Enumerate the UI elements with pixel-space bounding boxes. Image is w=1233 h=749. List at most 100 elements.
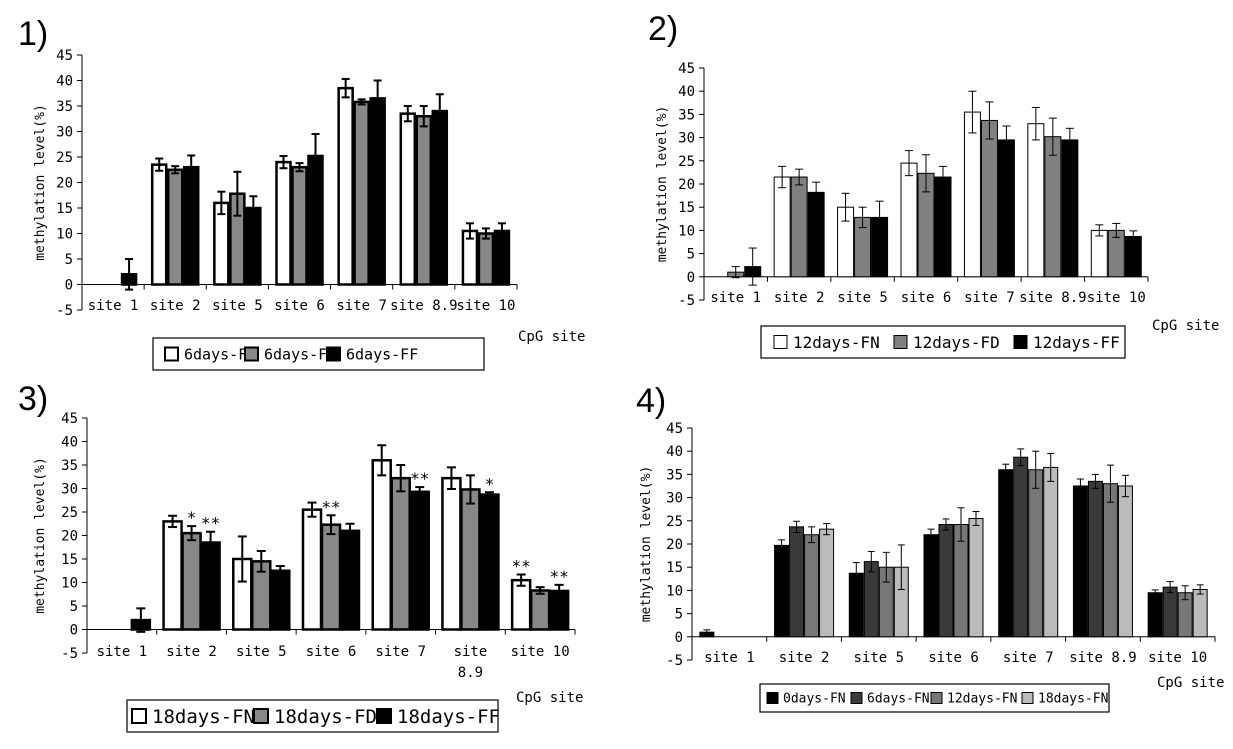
category-label: site <box>454 644 488 660</box>
category-label: site 10 <box>511 644 570 660</box>
y-axis-title: methylation level(%) <box>33 457 48 614</box>
category-label: site 5 <box>853 650 904 666</box>
category-label: site 5 <box>837 290 888 306</box>
y-tick-label: 15 <box>678 200 695 216</box>
category-label: site 8.9 <box>1069 650 1136 666</box>
category-label: site 6 <box>901 290 952 306</box>
y-tick-label: 25 <box>666 514 683 530</box>
bar-18days-FN <box>510 578 532 631</box>
bar-12days-FN <box>1102 483 1118 638</box>
y-tick-label: 25 <box>678 154 695 170</box>
bar-6days-FN <box>275 160 292 286</box>
category-label: site 1 <box>97 644 148 660</box>
legend: 6days-FN 6days-FD 6days-FF <box>152 337 485 371</box>
legend: 0days-FN 6days-FN 12days-FN 18days-FN <box>759 683 1110 713</box>
y-tick-label: 30 <box>56 125 73 141</box>
legend-box <box>152 337 485 371</box>
y-tick-label: 30 <box>678 131 695 147</box>
category-label: site 6 <box>274 298 325 314</box>
bar-6days-FN <box>399 112 417 286</box>
bar-18days-FF <box>339 529 361 631</box>
legend-label: 18days-FN <box>152 706 255 728</box>
y-tick-label: 30 <box>666 491 683 507</box>
category-label: site 7 <box>375 644 426 660</box>
y-tick-label: 40 <box>678 84 695 100</box>
y-tick-label: 10 <box>56 227 73 243</box>
legend-swatch-12days-FF <box>1013 335 1028 349</box>
panel-label: 1) <box>18 15 48 53</box>
bar-6days-FN <box>213 201 230 286</box>
y-tick-label: -5 <box>61 646 78 662</box>
bar-18days-FD <box>390 476 411 631</box>
bar-0days-FN <box>774 544 790 638</box>
bar-18days-FF <box>479 493 500 631</box>
legend-swatch-18days-FN <box>1021 692 1034 704</box>
chart-panel-3: 3) -5 0 5 10 15 20 25 30 35 40 45 methylation level(… <box>18 380 583 733</box>
bar-6days-FN <box>150 163 168 286</box>
category-label: site 6 <box>928 650 979 666</box>
panel-label: 3) <box>18 380 48 418</box>
y-tick-label: 20 <box>666 537 683 553</box>
y-tick-label: 25 <box>61 505 78 521</box>
category-label: site 8.9 <box>1019 290 1086 306</box>
legend-label: 12days-FF <box>1033 333 1120 352</box>
y-tick-label: 35 <box>61 458 78 474</box>
y-tick-label: 25 <box>56 150 73 166</box>
bar-12days-FD <box>790 176 808 278</box>
legend-swatch-0days-FN <box>766 692 779 704</box>
bar-12days-FN <box>1028 469 1044 638</box>
bar-18days-FN <box>1192 588 1208 638</box>
bar-18days-FF <box>409 490 430 631</box>
chart-panel-2: 2) -5 0 5 10 15 20 25 30 35 40 45 methylation level(… <box>648 10 1219 359</box>
bar-18days-FN <box>968 517 984 638</box>
legend-label: 12days-FN <box>793 333 880 352</box>
bar-12days-FN <box>963 111 981 278</box>
y-tick-label: 15 <box>61 552 78 568</box>
y-tick-label: 15 <box>666 560 683 576</box>
legend-label: 18days-FD <box>274 706 377 728</box>
y-tick-label: 20 <box>61 529 78 545</box>
bar-12days-FN <box>1090 229 1108 278</box>
x-axis-title: CpG site <box>1157 675 1224 691</box>
significance-marker: ** <box>512 557 531 576</box>
bar-18days-FN <box>819 528 835 638</box>
category-label: 8.9 <box>458 665 483 681</box>
significance-marker: ** <box>201 514 220 533</box>
bar-6days-FF <box>431 109 449 286</box>
y-tick-label: 0 <box>675 630 683 646</box>
y-tick-label: 40 <box>61 435 78 451</box>
x-axis-title: CpG site <box>516 690 583 706</box>
y-tick-label: 0 <box>65 278 73 294</box>
bar-18days-FD <box>460 488 481 631</box>
legend-swatch-12days-FN <box>773 335 788 349</box>
bar-6days-FN <box>1162 586 1178 638</box>
y-tick-label: 10 <box>678 223 695 239</box>
significance-marker: * <box>187 508 197 527</box>
significance-marker: ** <box>321 497 340 516</box>
legend-box <box>760 325 1126 359</box>
category-label: site 2 <box>774 290 825 306</box>
y-tick-label: 35 <box>56 99 73 115</box>
bar-6days-FD <box>353 100 370 286</box>
y-tick-label: 0 <box>687 270 695 286</box>
bar-6days-FD <box>415 114 433 286</box>
legend-swatch-12days-FD <box>893 335 908 349</box>
chart-panel-4: 4) -5 0 5 10 15 20 25 30 35 40 45 methylation level(… <box>636 382 1224 713</box>
bar-6days-FN <box>1087 480 1103 638</box>
bar-6days-FD <box>291 165 308 286</box>
category-label: site 7 <box>1003 650 1054 666</box>
legend-swatch-6days-FF <box>326 346 341 362</box>
y-tick-label: 45 <box>61 411 78 427</box>
significance-marker: ** <box>550 567 569 586</box>
category-label: site 2 <box>166 644 217 660</box>
bar-6days-FN <box>863 561 879 638</box>
legend: 18days-FN 18days-FD 18days-FF <box>126 699 500 733</box>
category-label: site 10 <box>1087 290 1146 306</box>
legend-swatch-18days-FD <box>253 708 269 724</box>
y-tick-label: 20 <box>56 176 73 192</box>
category-label: site 2 <box>150 298 201 314</box>
bar-18days-FF <box>200 541 221 631</box>
category-label: site 1 <box>710 290 761 306</box>
bar-18days-FD <box>529 589 551 631</box>
